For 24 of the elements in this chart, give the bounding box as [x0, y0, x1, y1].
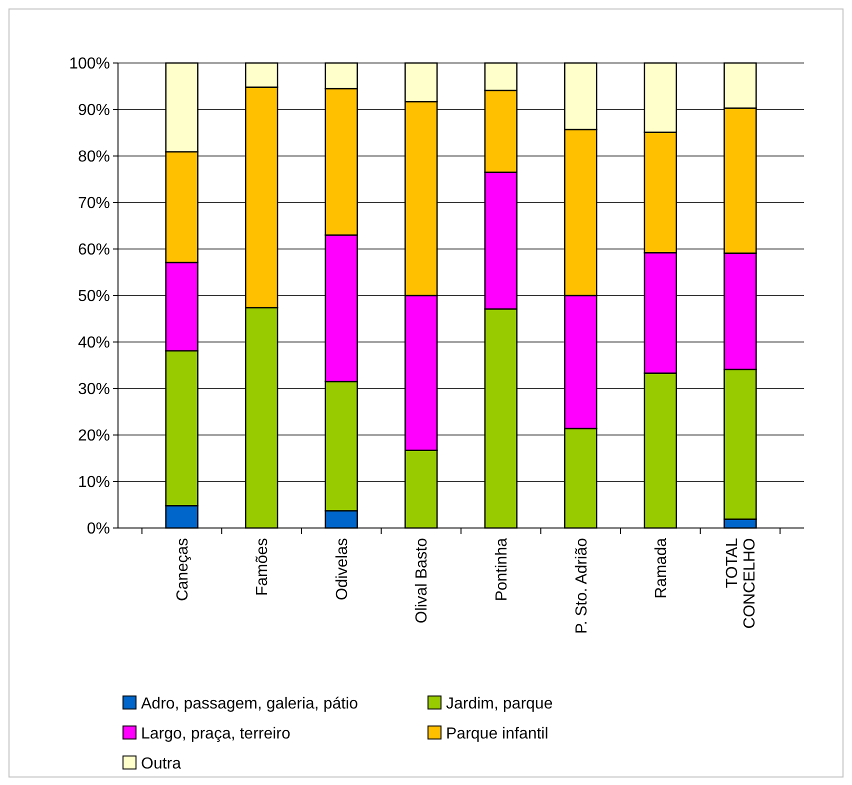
legend-label: Adro, passagem, galeria, pátio — [141, 696, 358, 713]
y-tick-label: 20% — [78, 428, 110, 445]
legend-label: Outra — [141, 756, 182, 773]
x-tick-label: Olival Basto — [414, 538, 431, 624]
y-tick-label: 10% — [78, 474, 110, 492]
legend-label: Jardim, parque — [446, 696, 553, 713]
x-tick-label: P. Sto. Adrião — [573, 538, 590, 634]
y-tick-label: 70% — [78, 195, 110, 212]
y-tick-label: 40% — [78, 334, 110, 352]
legend-label: Parque infantil — [446, 726, 548, 743]
y-tick-label: 60% — [78, 242, 110, 259]
y-tick-label: 90% — [78, 102, 110, 120]
y-tick-label: 100% — [69, 56, 110, 73]
x-tick-label: Odivelas — [334, 538, 351, 600]
x-tick-label: Ramada — [653, 538, 670, 598]
y-tick-label: 30% — [78, 381, 110, 398]
x-tick-label: Pontinha — [493, 538, 510, 602]
legend-label: Largo, praça, terreiro — [141, 726, 291, 743]
y-tick-label: 50% — [78, 288, 110, 306]
x-tick-label: Famões — [254, 538, 272, 596]
y-tick-label: 0% — [86, 520, 110, 538]
x-tick-label: TOTAL CONCELHO — [724, 538, 759, 629]
y-tick-label: 80% — [78, 148, 110, 166]
x-tick-label: Caneças — [174, 538, 192, 602]
